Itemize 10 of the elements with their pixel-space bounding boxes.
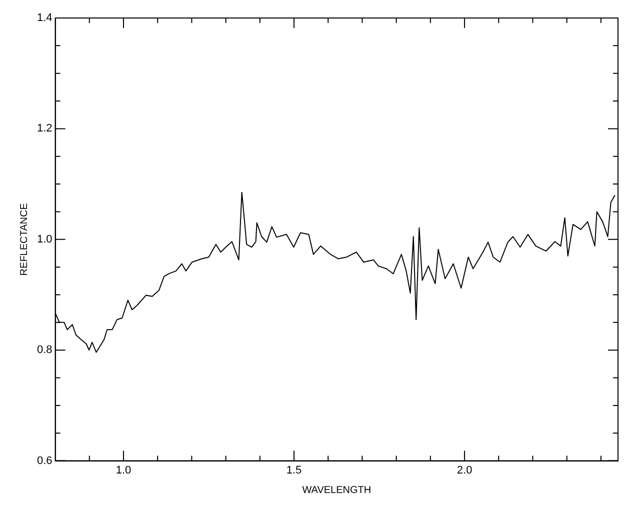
y-tick-label: 1.2 xyxy=(36,122,52,135)
x-axis-title: WAVELENGTH xyxy=(302,484,372,496)
x-tick-label: 1.0 xyxy=(116,464,132,476)
y-tick-label: 1.0 xyxy=(36,233,52,246)
y-tick-label: 0.6 xyxy=(36,454,52,467)
x-tick-label: 2.0 xyxy=(456,464,472,476)
y-tick-label: 1.4 xyxy=(36,12,52,24)
x-tick-label: 1.5 xyxy=(286,464,302,476)
y-tick-label: 0.8 xyxy=(36,344,52,356)
y-axis-title: REFLECTANCE xyxy=(18,202,30,276)
